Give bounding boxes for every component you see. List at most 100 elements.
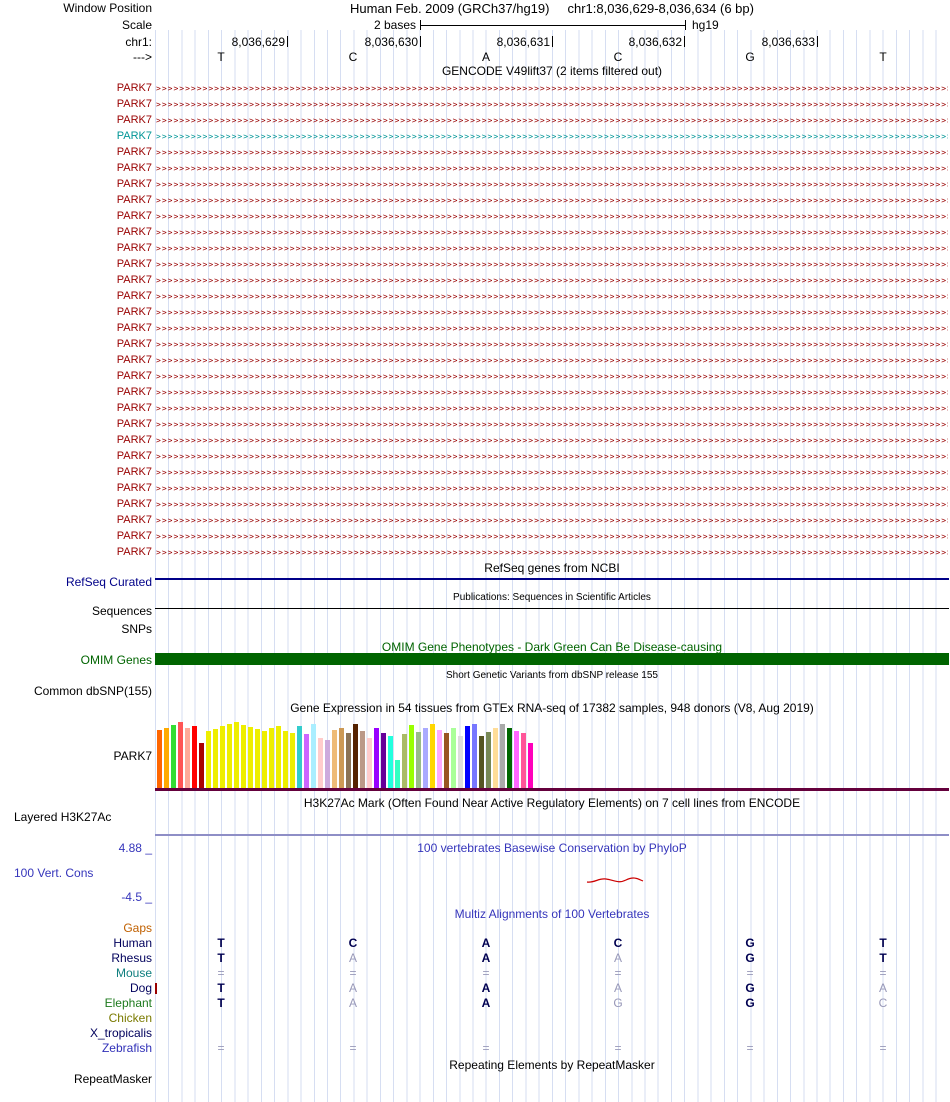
gtex-tissue-bar[interactable] (493, 728, 498, 788)
gtex-tissue-bar[interactable] (241, 725, 246, 788)
transcript-arrow-line[interactable]: >>>>>>>>>>>>>>>>>>>>>>>>>>>>>>>>>>>>>>>>… (156, 196, 948, 205)
gtex-bar-chart[interactable] (155, 716, 949, 788)
transcript-arrow-line[interactable]: >>>>>>>>>>>>>>>>>>>>>>>>>>>>>>>>>>>>>>>>… (156, 548, 948, 557)
gtex-tissue-bar[interactable] (472, 724, 477, 788)
gtex-tissue-bar[interactable] (311, 724, 316, 788)
species-label[interactable]: Mouse (115, 966, 152, 980)
gencode-transcript-label[interactable]: PARK7 (116, 466, 152, 478)
gtex-tissue-bar[interactable] (374, 728, 379, 788)
gtex-tissue-bar[interactable] (388, 736, 393, 788)
gencode-transcript-label[interactable]: PARK7 (116, 322, 152, 334)
multiz-species-row[interactable]: Dog T A A A G A (0, 981, 950, 996)
gencode-transcript-row[interactable]: PARK7 >>>>>>>>>>>>>>>>>>>>>>>>>>>>>>>>>>>… (0, 176, 950, 192)
transcript-arrow-line[interactable]: >>>>>>>>>>>>>>>>>>>>>>>>>>>>>>>>>>>>>>>>… (156, 100, 948, 109)
transcript-arrow-line[interactable]: >>>>>>>>>>>>>>>>>>>>>>>>>>>>>>>>>>>>>>>>… (156, 404, 948, 413)
gencode-transcript-label[interactable]: PARK7 (116, 146, 152, 158)
gencode-transcript-row[interactable]: PARK7 >>>>>>>>>>>>>>>>>>>>>>>>>>>>>>>>>>>… (0, 480, 950, 496)
gtex-tissue-bar[interactable] (213, 729, 218, 788)
multiz-gaps-label[interactable]: Gaps (123, 921, 152, 935)
gencode-transcript-label[interactable]: PARK7 (116, 498, 152, 510)
gtex-tissue-bar[interactable] (304, 734, 309, 788)
gtex-tissue-bar[interactable] (402, 734, 407, 788)
species-label[interactable]: Rhesus (111, 951, 152, 965)
multiz-species-row[interactable]: Rhesus T A A A G T (0, 951, 950, 966)
refseq-track-line[interactable] (155, 578, 949, 580)
gencode-transcript-label[interactable]: PARK7 (116, 450, 152, 462)
transcript-arrow-line[interactable]: >>>>>>>>>>>>>>>>>>>>>>>>>>>>>>>>>>>>>>>>… (156, 84, 948, 93)
gencode-transcript-label[interactable]: PARK7 (116, 194, 152, 206)
gencode-transcript-row[interactable]: PARK7 >>>>>>>>>>>>>>>>>>>>>>>>>>>>>>>>>>>… (0, 96, 950, 112)
gencode-transcript-row[interactable]: PARK7 >>>>>>>>>>>>>>>>>>>>>>>>>>>>>>>>>>>… (0, 528, 950, 544)
transcript-arrow-line[interactable]: >>>>>>>>>>>>>>>>>>>>>>>>>>>>>>>>>>>>>>>>… (156, 436, 948, 445)
repeatmasker-label[interactable]: RepeatMasker (73, 1072, 152, 1086)
transcript-arrow-line[interactable]: >>>>>>>>>>>>>>>>>>>>>>>>>>>>>>>>>>>>>>>>… (156, 500, 948, 509)
gencode-transcript-label[interactable]: PARK7 (116, 98, 152, 110)
gencode-transcript-row[interactable]: PARK7 >>>>>>>>>>>>>>>>>>>>>>>>>>>>>>>>>>>… (0, 272, 950, 288)
transcript-arrow-line[interactable]: >>>>>>>>>>>>>>>>>>>>>>>>>>>>>>>>>>>>>>>>… (156, 372, 948, 381)
gencode-transcript-label[interactable]: PARK7 (116, 274, 152, 286)
gtex-tissue-bar[interactable] (206, 731, 211, 788)
gtex-tissue-bar[interactable] (220, 726, 225, 788)
gtex-tissue-bar[interactable] (199, 743, 204, 788)
gencode-transcript-label[interactable]: PARK7 (116, 482, 152, 494)
gencode-transcript-row[interactable]: PARK7 >>>>>>>>>>>>>>>>>>>>>>>>>>>>>>>>>>>… (0, 544, 950, 560)
gtex-tissue-bar[interactable] (171, 725, 176, 788)
species-label[interactable]: Human (113, 936, 152, 950)
gencode-transcript-label[interactable]: PARK7 (116, 354, 152, 366)
multiz-species-row[interactable]: X_tropicalis (0, 1026, 950, 1041)
gtex-tissue-bar[interactable] (395, 760, 400, 788)
gencode-transcript-label[interactable]: PARK7 (116, 290, 152, 302)
transcript-arrow-line[interactable]: >>>>>>>>>>>>>>>>>>>>>>>>>>>>>>>>>>>>>>>>… (156, 340, 948, 349)
transcript-arrow-line[interactable]: >>>>>>>>>>>>>>>>>>>>>>>>>>>>>>>>>>>>>>>>… (156, 164, 948, 173)
gtex-gene-label[interactable]: PARK7 (113, 749, 152, 763)
gtex-tissue-bar[interactable] (458, 736, 463, 788)
gtex-tissue-bar[interactable] (164, 728, 169, 788)
gencode-transcript-row[interactable]: PARK7 >>>>>>>>>>>>>>>>>>>>>>>>>>>>>>>>>>>… (0, 80, 950, 96)
gtex-tissue-bar[interactable] (451, 728, 456, 788)
gtex-tissue-bar[interactable] (255, 729, 260, 788)
gtex-tissue-bar[interactable] (346, 733, 351, 788)
transcript-arrow-line[interactable]: >>>>>>>>>>>>>>>>>>>>>>>>>>>>>>>>>>>>>>>>… (156, 468, 948, 477)
multiz-species-row[interactable]: Chicken (0, 1011, 950, 1026)
gencode-transcript-row[interactable]: PARK7 >>>>>>>>>>>>>>>>>>>>>>>>>>>>>>>>>>>… (0, 192, 950, 208)
snps-label[interactable]: SNPs (121, 622, 152, 636)
gtex-tissue-bar[interactable] (360, 731, 365, 788)
gtex-tissue-bar[interactable] (444, 733, 449, 788)
transcript-arrow-line[interactable]: >>>>>>>>>>>>>>>>>>>>>>>>>>>>>>>>>>>>>>>>… (156, 532, 948, 541)
gencode-transcript-label[interactable]: PARK7 (116, 226, 152, 238)
gencode-transcript-row[interactable]: PARK7 >>>>>>>>>>>>>>>>>>>>>>>>>>>>>>>>>>>… (0, 288, 950, 304)
gtex-tissue-bar[interactable] (409, 725, 414, 788)
gtex-tissue-bar[interactable] (262, 731, 267, 788)
gtex-tissue-bar[interactable] (185, 728, 190, 788)
gtex-tissue-bar[interactable] (437, 730, 442, 788)
dbsnp-label[interactable]: Common dbSNP(155) (33, 684, 152, 698)
transcript-arrow-line[interactable]: >>>>>>>>>>>>>>>>>>>>>>>>>>>>>>>>>>>>>>>>… (156, 388, 948, 397)
phylop-signal-wiggle[interactable] (585, 874, 645, 888)
gtex-tissue-bar[interactable] (339, 728, 344, 788)
gencode-transcript-row[interactable]: PARK7 >>>>>>>>>>>>>>>>>>>>>>>>>>>>>>>>>>>… (0, 320, 950, 336)
gencode-transcript-row[interactable]: PARK7 >>>>>>>>>>>>>>>>>>>>>>>>>>>>>>>>>>>… (0, 368, 950, 384)
multiz-species-row[interactable]: Zebrafish = = = = = = (0, 1041, 950, 1056)
transcript-arrow-line[interactable]: >>>>>>>>>>>>>>>>>>>>>>>>>>>>>>>>>>>>>>>>… (156, 132, 948, 141)
gencode-transcript-label[interactable]: PARK7 (116, 130, 152, 142)
gencode-transcript-label[interactable]: PARK7 (116, 386, 152, 398)
gtex-tissue-bar[interactable] (430, 724, 435, 788)
gtex-tissue-bar[interactable] (416, 732, 421, 788)
h3k27ac-label[interactable]: Layered H3K27Ac (14, 810, 112, 824)
gencode-transcript-row[interactable]: PARK7 >>>>>>>>>>>>>>>>>>>>>>>>>>>>>>>>>>>… (0, 336, 950, 352)
transcript-arrow-line[interactable]: >>>>>>>>>>>>>>>>>>>>>>>>>>>>>>>>>>>>>>>>… (156, 212, 948, 221)
gencode-transcript-label[interactable]: PARK7 (116, 306, 152, 318)
transcript-arrow-line[interactable]: >>>>>>>>>>>>>>>>>>>>>>>>>>>>>>>>>>>>>>>>… (156, 356, 948, 365)
transcript-arrow-line[interactable]: >>>>>>>>>>>>>>>>>>>>>>>>>>>>>>>>>>>>>>>>… (156, 484, 948, 493)
refseq-curated-label[interactable]: RefSeq Curated (65, 575, 152, 589)
transcript-arrow-line[interactable]: >>>>>>>>>>>>>>>>>>>>>>>>>>>>>>>>>>>>>>>>… (156, 276, 948, 285)
gtex-tissue-bar[interactable] (248, 727, 253, 788)
omim-genes-label[interactable]: OMIM Genes (80, 653, 152, 667)
gtex-tissue-bar[interactable] (318, 738, 323, 788)
transcript-arrow-line[interactable]: >>>>>>>>>>>>>>>>>>>>>>>>>>>>>>>>>>>>>>>>… (156, 292, 948, 301)
transcript-arrow-line[interactable]: >>>>>>>>>>>>>>>>>>>>>>>>>>>>>>>>>>>>>>>>… (156, 244, 948, 253)
transcript-arrow-line[interactable]: >>>>>>>>>>>>>>>>>>>>>>>>>>>>>>>>>>>>>>>>… (156, 324, 948, 333)
gencode-transcript-label[interactable]: PARK7 (116, 418, 152, 430)
gencode-transcript-label[interactable]: PARK7 (116, 434, 152, 446)
gtex-tissue-bar[interactable] (227, 724, 232, 788)
